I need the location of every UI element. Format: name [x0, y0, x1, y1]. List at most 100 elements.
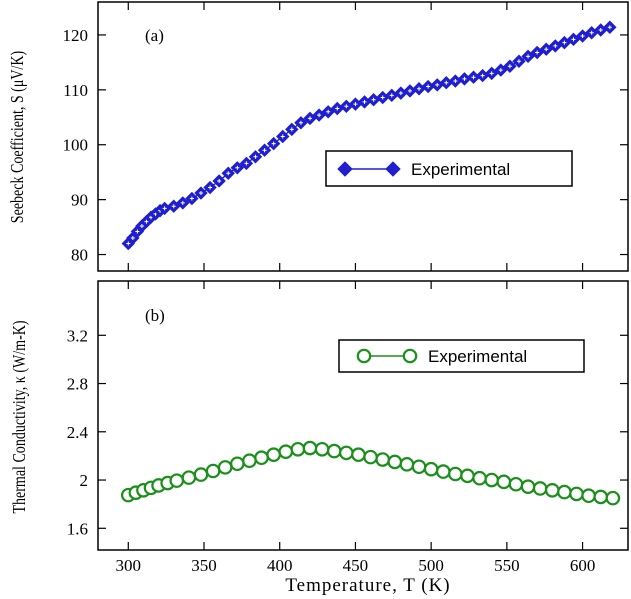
panel-b-legend: Experimental [338, 339, 585, 373]
panel-b-y-tick-label: 2.4 [67, 423, 89, 442]
panel-b: (b) 1.622.42.83.2 300 350 400 450 500 550 600 … [11, 280, 629, 596]
seebeck-data-point-highlight [362, 99, 367, 104]
seebeck-data-point-highlight [326, 109, 331, 114]
seebeck-data-point-highlight [407, 88, 412, 93]
seebeck-data-point-highlight [498, 68, 503, 73]
seebeck-data-point-highlight [607, 25, 612, 30]
panel-b-label: (b) [145, 306, 165, 325]
seebeck-data-point-highlight [535, 50, 540, 55]
thermal-data-point [411, 459, 427, 475]
panel-b-y-tick-label: 2.8 [67, 375, 88, 394]
thermal-data-point [496, 474, 512, 490]
seebeck-data-point-highlight [189, 196, 194, 201]
legend-b-label: Experimental [428, 347, 527, 366]
thermal-data-point [326, 443, 342, 459]
thermal-data-point [399, 457, 415, 472]
legend-a-marker-left [337, 161, 353, 177]
panel-a-x-ticks [127, 2, 584, 271]
panel-a-frame [97, 1, 629, 272]
panel-b-x-tick-label: 600 [570, 556, 596, 575]
seebeck-data-point-highlight [398, 91, 403, 96]
seebeck-data-point-highlight [217, 178, 222, 183]
seebeck-data-point-highlight [235, 165, 240, 170]
seebeck-data-point-highlight [298, 120, 303, 125]
panel-b-series [120, 440, 621, 506]
thermal-data-point [242, 453, 257, 469]
seebeck-data-point-highlight [208, 185, 213, 190]
thermal-data-point [266, 447, 281, 463]
legend-b-marker-left [356, 348, 372, 364]
thermal-data-point [169, 473, 185, 488]
panel-a-label: (a) [145, 26, 164, 45]
seebeck-data-point-highlight [198, 191, 203, 196]
seebeck-data-point-highlight [271, 141, 276, 146]
seebeck-data-point-highlight [126, 241, 131, 246]
seebeck-data-point-highlight [226, 171, 231, 176]
thermal-data-point [605, 490, 621, 506]
thermal-data-point [205, 463, 221, 479]
seebeck-data-point-highlight [389, 93, 394, 98]
thermal-data-point [581, 488, 596, 504]
thermal-data-point [193, 467, 209, 482]
legend-a-marker-right [385, 161, 401, 177]
thermal-data-point [217, 460, 233, 475]
thermal-data-point [254, 450, 269, 466]
thermal-data-point [472, 470, 487, 486]
panel-a-y-tick-label: 110 [63, 81, 88, 100]
seebeck-series-line [127, 26, 611, 244]
seebeck-data-point-highlight [253, 154, 258, 159]
thermal-data-point [593, 489, 609, 505]
seebeck-data-point-highlight [135, 229, 140, 234]
thermal-data-point [569, 486, 584, 502]
panel-b-x-tick-label: 500 [418, 556, 444, 575]
seebeck-data-point-highlight [426, 84, 431, 89]
panel-a-y-tick-label: 80 [71, 246, 88, 265]
thermal-data-point [532, 481, 548, 496]
panel-a-y-tick-label: 90 [71, 191, 88, 210]
panel-b-y-tick-label: 2 [80, 471, 89, 490]
seebeck-data-point-highlight [526, 54, 531, 59]
seebeck-data-point-highlight [480, 73, 485, 78]
seebeck-data-point-highlight [353, 102, 358, 107]
seebeck-data-point-highlight [435, 82, 440, 87]
legend-b-marker-right [402, 348, 418, 364]
thermal-data-point [339, 445, 354, 461]
thermal-data-point [544, 482, 560, 498]
panel-b-y-ticks: 1.6 2 2.4 2.8 3.2 [67, 326, 628, 538]
seebeck-data-point-highlight [280, 134, 285, 139]
thermal-data-point [181, 470, 197, 485]
x-axis-label: Temperature, T (K) [285, 575, 450, 596]
thermal-data-point [351, 447, 366, 463]
panel-a-y-ticks: 80 90 100 110 120 [63, 26, 628, 265]
seebeck-data-point-highlight [371, 97, 376, 102]
panel-b-x-ticks: 300 350 400 450 500 550 600 [116, 281, 596, 575]
seebeck-data-point-highlight [553, 43, 558, 48]
panel-a-y-axis-label: Seebeck Coefficient, S (μV/K) [9, 51, 28, 223]
panel-b-frame [97, 280, 629, 551]
thermal-data-point [460, 468, 475, 484]
thermal-data-point [375, 452, 390, 467]
seebeck-data-point-highlight [462, 76, 467, 81]
panel-a-y-tick-label: 120 [63, 26, 89, 45]
seebeck-data-point-highlight [471, 75, 476, 80]
thermal-data-point [302, 440, 318, 456]
seebeck-data-point-highlight [335, 106, 340, 111]
panel-b-y-tick-label: 1.6 [67, 519, 88, 538]
seebeck-data-point-highlight [244, 161, 249, 166]
thermal-data-point [435, 464, 451, 479]
seebeck-data-point-highlight [139, 223, 144, 228]
seebeck-data-point-highlight [444, 80, 449, 85]
panel-b-y-axis-label: Thermal Conductivity, κ (W/m-K) [11, 320, 30, 513]
thermal-data-point [484, 472, 500, 488]
seebeck-data-point-highlight [144, 219, 149, 224]
thermal-data-point [423, 461, 439, 477]
seebeck-data-point-highlight [171, 204, 176, 209]
seebeck-data-point-highlight [317, 113, 322, 118]
panel-b-x-tick-label: 350 [191, 556, 217, 575]
thermal-data-point [520, 479, 536, 494]
thermal-data-point [448, 466, 463, 482]
seebeck-data-point-highlight [162, 206, 167, 211]
panel-b-x-tick-label: 450 [343, 556, 369, 575]
panel-b-x-tick-label: 400 [267, 556, 293, 575]
